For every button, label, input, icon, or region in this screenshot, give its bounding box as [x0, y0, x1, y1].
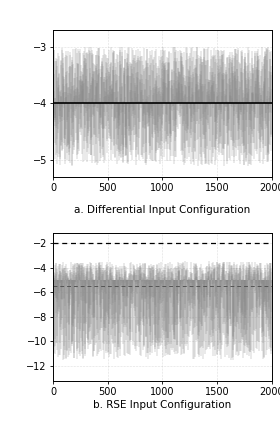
Title: b. RSE Input Configuration: b. RSE Input Configuration — [93, 400, 232, 409]
Title: a. Differential Input Configuration: a. Differential Input Configuration — [74, 205, 251, 215]
